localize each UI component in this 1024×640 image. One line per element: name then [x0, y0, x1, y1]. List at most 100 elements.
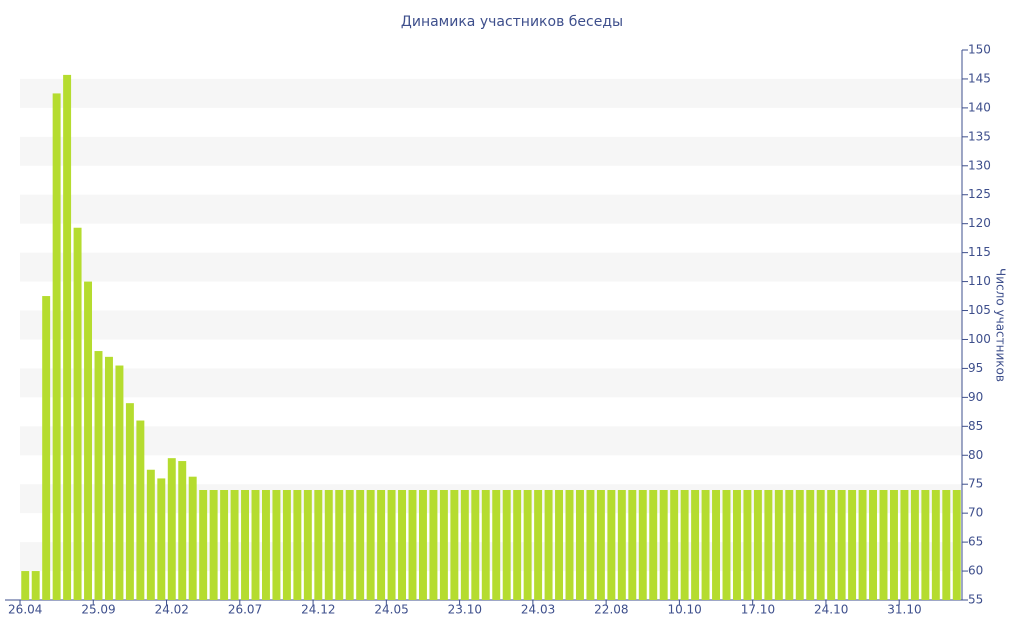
bar [607, 490, 616, 600]
bar [115, 365, 124, 600]
bar [439, 490, 448, 600]
bar [220, 490, 229, 600]
y-tick-label: 70 [968, 506, 983, 520]
bar [272, 490, 281, 600]
x-tick-label: 26.04 [8, 603, 42, 617]
bar [241, 490, 250, 600]
x-tick-label: 31.10 [887, 603, 921, 617]
bar [649, 490, 658, 600]
y-tick-label: 95 [968, 361, 983, 375]
bar [502, 490, 511, 600]
bar [732, 490, 741, 600]
bar [513, 490, 522, 600]
y-tick-label: 55 [968, 593, 983, 607]
bar [345, 490, 354, 600]
grid-band [20, 426, 962, 456]
x-tick-label: 24.02 [155, 603, 189, 617]
bar [889, 490, 898, 600]
y-tick-label: 120 [968, 216, 991, 230]
bar [795, 490, 804, 600]
bar [418, 490, 427, 600]
grid-band [20, 136, 962, 166]
y-tick-label: 145 [968, 71, 991, 85]
bar [659, 490, 668, 600]
x-tick-label: 23.10 [448, 603, 482, 617]
y-tick-label: 90 [968, 390, 983, 404]
bar [209, 490, 218, 600]
bar [544, 490, 553, 600]
bar [837, 490, 846, 600]
x-tick-label: 24.12 [301, 603, 335, 617]
bar [628, 490, 637, 600]
bar [450, 490, 459, 600]
bar [774, 490, 783, 600]
grid-band [20, 484, 962, 514]
bar [879, 490, 888, 600]
bar [806, 490, 815, 600]
bar [387, 490, 396, 600]
bar [492, 490, 501, 600]
grid-band [20, 542, 962, 572]
y-tick-label: 140 [968, 100, 991, 114]
x-tick-label: 25.09 [81, 603, 115, 617]
bar [63, 74, 72, 601]
bar [869, 490, 878, 600]
x-tick-label: 26.07 [228, 603, 262, 617]
bar [596, 490, 605, 600]
bar [827, 490, 836, 600]
bar [408, 490, 417, 600]
bar [712, 490, 721, 600]
bar [377, 490, 386, 600]
bar [575, 490, 584, 600]
bar [910, 490, 919, 600]
bar [785, 490, 794, 600]
bar [848, 490, 857, 600]
bar [670, 490, 679, 600]
grid-band [20, 194, 962, 224]
y-tick-label: 130 [968, 158, 991, 172]
bar [314, 490, 323, 600]
bar [534, 490, 543, 600]
y-tick-label: 100 [968, 332, 991, 346]
y-axis-label: Число участников [994, 268, 1008, 382]
bar [565, 490, 574, 600]
bar [94, 351, 103, 600]
y-tick-label: 135 [968, 129, 991, 143]
bar [952, 490, 961, 600]
bar [764, 490, 773, 600]
grid-band [20, 368, 962, 398]
grid-band [20, 310, 962, 340]
bar [188, 476, 197, 600]
bar [858, 490, 867, 600]
bar [366, 490, 375, 600]
grid-band [20, 78, 962, 108]
bar [523, 490, 532, 600]
bar [921, 490, 930, 600]
bar [617, 490, 626, 600]
bar [586, 490, 595, 600]
bar [942, 490, 951, 600]
bar [52, 93, 61, 600]
bar [125, 403, 134, 600]
x-tick-label: 17.10 [741, 603, 775, 617]
y-tick-label: 75 [968, 477, 983, 491]
bar [691, 490, 700, 600]
bar [104, 356, 113, 600]
bar [680, 490, 689, 600]
bar [31, 571, 40, 600]
bar [398, 490, 407, 600]
bar [555, 490, 564, 600]
bar [324, 490, 333, 600]
grid-band [20, 252, 962, 282]
bar [471, 490, 480, 600]
y-tick-label: 85 [968, 419, 983, 433]
bar [743, 490, 752, 600]
bar [42, 296, 51, 600]
bar [335, 490, 344, 600]
x-tick-label: 24.10 [814, 603, 848, 617]
bar [303, 490, 312, 600]
y-tick-label: 125 [968, 187, 991, 201]
bar [167, 458, 176, 600]
y-tick-label: 80 [968, 448, 983, 462]
